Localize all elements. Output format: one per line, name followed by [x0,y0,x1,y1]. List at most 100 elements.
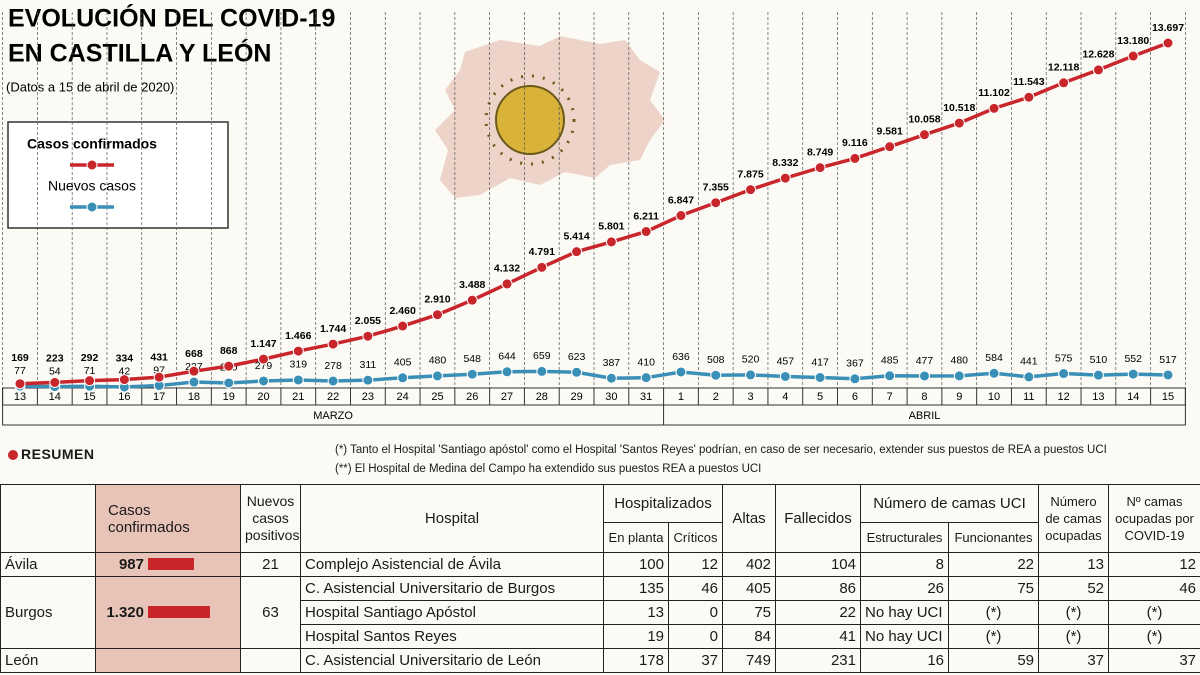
table-value: (*) [1108,600,1200,625]
data-label: 441 [1020,356,1038,368]
data-point [988,367,1000,379]
header-cell [0,484,96,553]
data-point [849,152,861,164]
data-label: 6.847 [668,194,694,206]
x-tick-label: 24 [397,391,409,403]
hospital-name: C. Asistencial Universitario de Burgos [300,576,604,601]
data-point [605,372,617,384]
data-point [397,372,409,384]
x-tick-label: 14 [49,391,61,403]
data-point [188,365,200,377]
table-value: 749 [722,648,776,673]
data-label: 410 [637,356,655,368]
data-label: 548 [463,353,481,365]
data-label: 868 [220,345,238,357]
table-value: 26 [860,576,949,601]
x-tick-label: 10 [988,391,1000,403]
data-label: 8.332 [772,157,798,169]
table-value: No hay UCI [860,624,949,649]
table-value: 135 [603,576,669,601]
legend-swatch-point [86,201,98,213]
data-label: 3.488 [459,279,485,291]
data-point [675,366,687,378]
table-value: 37 [1038,648,1109,673]
data-point [501,278,513,290]
data-point [292,374,304,386]
header-cell: Número de camas ocupadas [1038,484,1109,553]
table-value: 75 [722,600,776,625]
chart-title: EVOLUCIÓN DEL COVID-19 [8,3,335,33]
data-label: 405 [394,357,412,369]
x-tick-label: 4 [782,391,788,403]
data-point [466,294,478,306]
table-value: 75 [948,576,1039,601]
table-value: 13 [603,600,669,625]
data-label: 13.180 [1117,35,1149,47]
data-label: 387 [603,357,621,369]
table-value: 86 [775,576,861,601]
table-value: 52 [1038,576,1109,601]
table-value: (*) [948,600,1039,625]
data-point [1058,368,1070,380]
data-point [1023,91,1035,103]
table-value: 13 [1038,552,1109,577]
data-point [431,309,443,321]
cases-bar [148,558,195,570]
data-point [849,373,861,385]
table-value: 16 [860,648,949,673]
table-value: 22 [948,552,1039,577]
data-point [745,184,757,196]
chart-subtitle: (Datos a 15 de abril de 2020) [6,79,174,94]
cases-label: 1.320 [106,604,144,621]
x-tick-label: 30 [605,391,617,403]
data-label: 1.466 [285,330,311,342]
table-row: León C. Asistencial Universitario de León… [0,648,1200,673]
x-tick-label: 27 [501,391,513,403]
x-tick-label: 5 [817,391,823,403]
data-label: 97 [153,364,165,376]
table-value: 104 [775,552,861,577]
data-point [640,372,652,384]
data-point [49,376,61,388]
data-point [327,375,339,387]
data-label: 169 [11,352,29,364]
data-point [327,338,339,350]
data-label: 11.102 [978,87,1010,99]
data-label: 8.749 [807,146,833,158]
data-point [1127,50,1139,62]
legend-label: Casos confirmados [27,136,157,152]
data-point [362,330,374,342]
data-label: 480 [951,355,969,367]
new-cases [240,648,301,673]
x-tick-label: 2 [713,391,719,403]
cases-bar [148,606,210,618]
data-point [918,370,930,382]
province-name: León [0,648,96,673]
data-label: 4.132 [494,263,520,275]
x-tick-label: 13 [1092,391,1104,403]
data-label: 636 [672,351,690,363]
data-point [258,353,270,365]
data-point [675,210,687,222]
data-label: 644 [498,351,516,363]
data-label: 668 [185,348,203,360]
data-point [1162,37,1174,49]
data-point [571,366,583,378]
x-tick-label: 20 [257,391,269,403]
hospital-name: C. Asistencial Universitario de León [300,648,604,673]
data-point [1058,77,1070,89]
header-cell: Hospitalizados [603,484,723,523]
data-point [605,236,617,248]
series-line [19,41,1169,386]
data-label: 54 [49,365,61,377]
new-cases: 21 [240,552,301,577]
data-point [258,375,270,387]
data-point [153,371,165,383]
table-value: (*) [1108,624,1200,649]
x-tick-label: 15 [83,391,95,403]
data-point [814,371,826,383]
data-point [14,378,26,390]
data-label: 477 [916,355,934,367]
data-point [571,246,583,258]
data-point [292,345,304,357]
